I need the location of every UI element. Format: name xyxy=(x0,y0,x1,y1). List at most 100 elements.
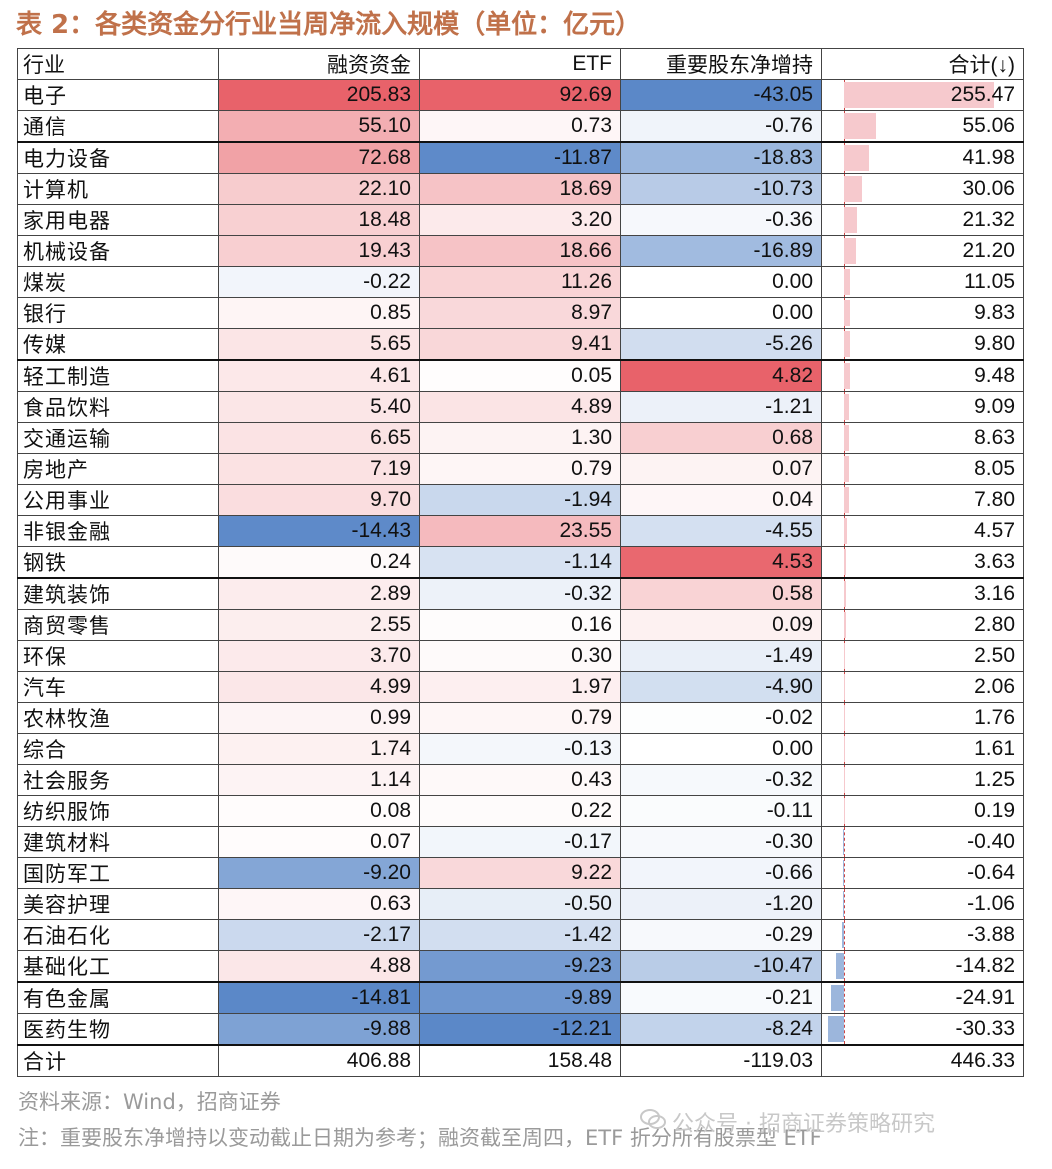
header-holder: 重要股东净增持 xyxy=(620,48,822,80)
etf-value: 0.16 xyxy=(419,609,621,641)
industry-name: 有色金属 xyxy=(17,981,219,1014)
holder-value: -0.21 xyxy=(620,981,822,1014)
margin-value: 4.88 xyxy=(218,950,420,983)
total-value: -1.06 xyxy=(967,892,1015,915)
industry-name: 轻工制造 xyxy=(17,359,219,392)
industry-name: 房地产 xyxy=(17,453,219,485)
table-row: 轻工制造 4.61 0.05 4.82 9.48 xyxy=(17,359,1024,392)
margin-value: 7.19 xyxy=(218,453,420,485)
table-row: 银行 0.85 8.97 0.00 9.83 xyxy=(17,297,1024,329)
total-bar xyxy=(844,425,850,451)
zero-axis xyxy=(844,920,845,950)
industry-name: 商贸零售 xyxy=(17,609,219,641)
etf-value: 9.41 xyxy=(419,328,621,361)
total-bar xyxy=(830,985,844,1011)
holder-value: -0.11 xyxy=(620,795,822,827)
holder-value: -0.36 xyxy=(620,204,822,236)
industry-name: 建筑装饰 xyxy=(17,577,219,610)
total-value: 1.25 xyxy=(974,768,1015,791)
zero-axis xyxy=(844,1014,845,1044)
table-row: 石油石化 -2.17 -1.42 -0.29 -3.88 xyxy=(17,919,1024,951)
header-total[interactable]: 合计(↓) xyxy=(821,48,1024,80)
margin-value: 55.10 xyxy=(218,110,420,143)
table-row: 建筑装饰 2.89 -0.32 0.58 3.16 xyxy=(17,577,1024,610)
margin-value: 22.10 xyxy=(218,173,420,205)
margin-value: 4.61 xyxy=(218,359,420,392)
total-cell: 2.06 xyxy=(821,671,1024,703)
zero-axis xyxy=(844,889,845,919)
etf-value: -0.17 xyxy=(419,826,621,858)
total-cell: 255.47 xyxy=(821,79,1024,111)
total-cell: 21.32 xyxy=(821,204,1024,236)
total-bar xyxy=(844,549,847,575)
industry-name: 综合 xyxy=(17,733,219,765)
table-row: 美容护理 0.63 -0.50 -1.20 -1.06 xyxy=(17,888,1024,920)
margin-value: 0.85 xyxy=(218,297,420,329)
margin-value: 1.74 xyxy=(218,733,420,765)
table-row: 综合 1.74 -0.13 0.00 1.61 xyxy=(17,733,1024,765)
etf-value: 0.73 xyxy=(419,110,621,143)
industry-name: 汽车 xyxy=(17,671,219,703)
total-cell: 1.61 xyxy=(821,733,1024,765)
total-bar xyxy=(844,363,850,389)
total-value: 1.76 xyxy=(974,706,1015,729)
total-value: 9.83 xyxy=(974,301,1015,324)
total-bar xyxy=(844,456,849,482)
holder-value: -1.20 xyxy=(620,888,822,920)
total-cell: 21.20 xyxy=(821,235,1024,267)
sum-margin: 406.88 xyxy=(218,1044,420,1077)
table-row: 公用事业 9.70 -1.94 0.04 7.80 xyxy=(17,484,1024,516)
etf-value: 1.97 xyxy=(419,671,621,703)
total-cell: 2.50 xyxy=(821,640,1024,672)
industry-name: 石油石化 xyxy=(17,919,219,951)
total-bar xyxy=(844,82,994,108)
total-value: 7.80 xyxy=(974,488,1015,511)
table-row: 建筑材料 0.07 -0.17 -0.30 -0.40 xyxy=(17,826,1024,858)
total-value: 8.63 xyxy=(974,426,1015,449)
total-value: 2.06 xyxy=(974,675,1015,698)
total-bar xyxy=(843,860,844,886)
margin-value: -14.81 xyxy=(218,981,420,1014)
holder-value: 4.53 xyxy=(620,546,822,579)
total-bar xyxy=(844,331,850,357)
holder-value: -0.66 xyxy=(620,857,822,889)
industry-name: 环保 xyxy=(17,640,219,672)
total-cell: -14.82 xyxy=(821,950,1024,983)
header-margin: 融资资金 xyxy=(218,48,420,80)
table-row: 环保 3.70 0.30 -1.49 2.50 xyxy=(17,640,1024,672)
table-row: 非银金融 -14.43 23.55 -4.55 4.57 xyxy=(17,515,1024,547)
etf-value: -1.14 xyxy=(419,546,621,579)
holder-value: 0.00 xyxy=(620,733,822,765)
industry-name: 社会服务 xyxy=(17,764,219,796)
total-value: 8.05 xyxy=(974,457,1015,480)
holder-value: -1.49 xyxy=(620,640,822,672)
margin-value: 2.55 xyxy=(218,609,420,641)
holder-value: -10.73 xyxy=(620,173,822,205)
total-bar xyxy=(844,643,846,669)
holder-value: 0.00 xyxy=(620,297,822,329)
total-bar xyxy=(844,145,869,171)
zero-axis xyxy=(844,827,845,857)
margin-value: 9.70 xyxy=(218,484,420,516)
total-cell: 3.16 xyxy=(821,577,1024,610)
margin-value: -0.22 xyxy=(218,266,420,298)
holder-value: 0.09 xyxy=(620,609,822,641)
total-value: 1.61 xyxy=(974,737,1015,760)
industry-name: 公用事业 xyxy=(17,484,219,516)
industry-name: 通信 xyxy=(17,110,219,143)
margin-value: 72.68 xyxy=(218,141,420,174)
margin-value: 0.99 xyxy=(218,702,420,734)
total-bar xyxy=(843,891,844,917)
industry-name: 纺织服饰 xyxy=(17,795,219,827)
industry-name: 医药生物 xyxy=(17,1013,219,1046)
etf-value: 9.22 xyxy=(419,857,621,889)
total-bar xyxy=(844,581,846,607)
total-cell: 9.83 xyxy=(821,297,1024,329)
zero-axis xyxy=(844,858,845,888)
sum-holder: -119.03 xyxy=(620,1044,822,1077)
industry-name: 国防军工 xyxy=(17,857,219,889)
etf-value: 0.22 xyxy=(419,795,621,827)
total-cell: 9.48 xyxy=(821,359,1024,392)
total-bar xyxy=(844,674,846,700)
margin-value: 18.48 xyxy=(218,204,420,236)
